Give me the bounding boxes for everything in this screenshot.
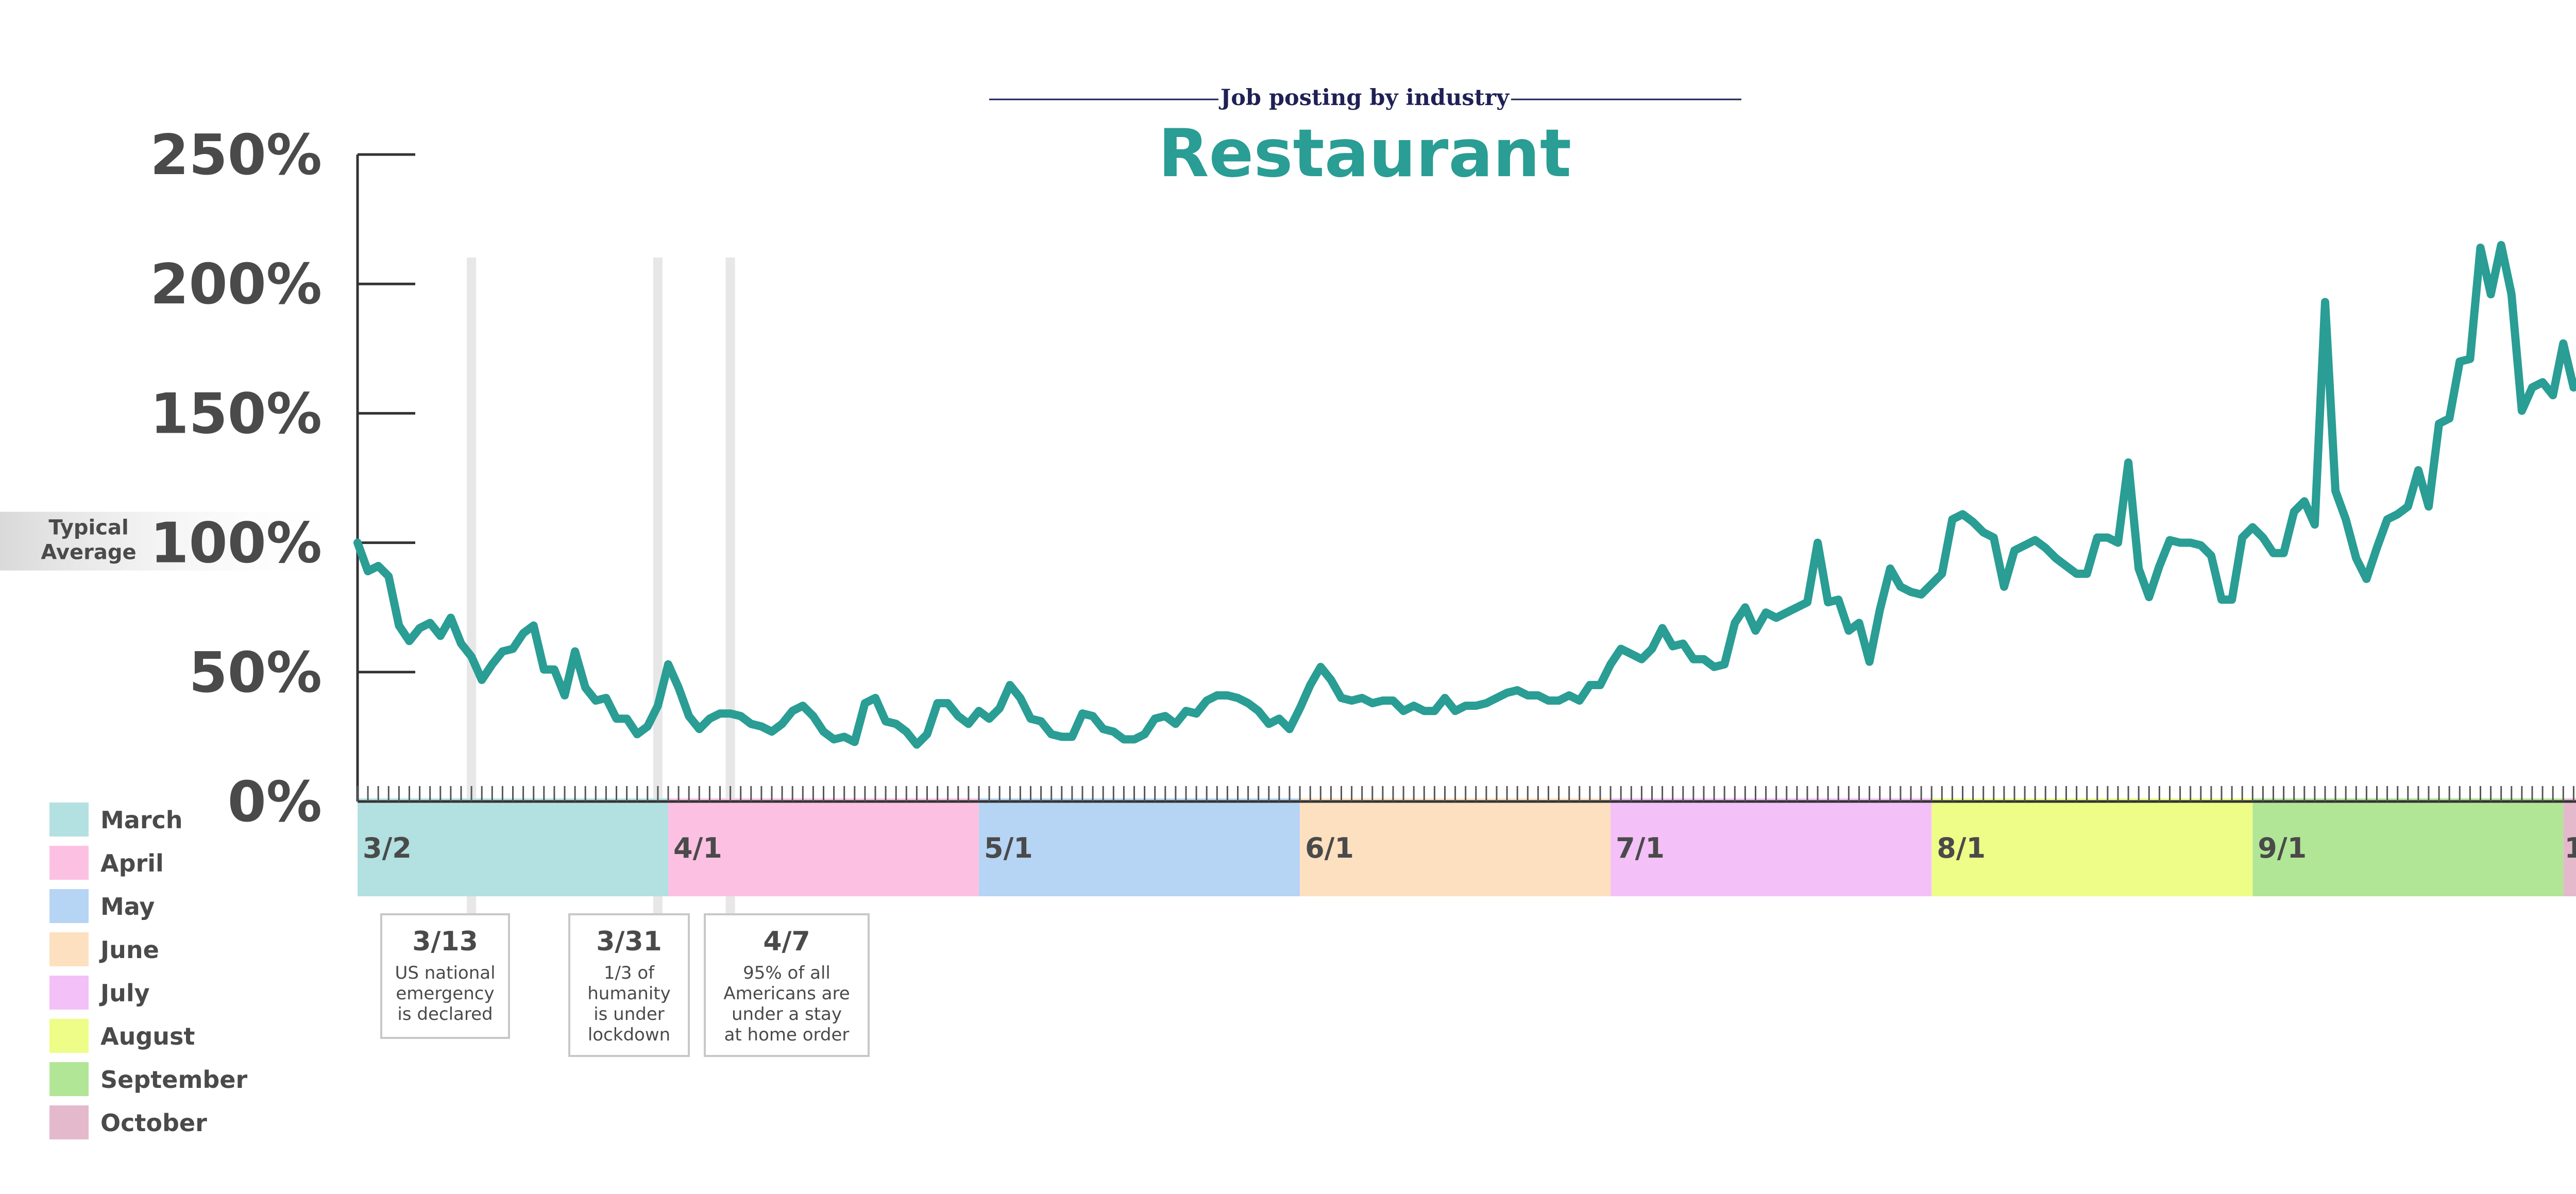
day-ticks xyxy=(357,786,2574,801)
legend-label: May xyxy=(100,893,155,920)
y-tick-label: 50% xyxy=(189,641,322,705)
y-tick-label: 250% xyxy=(150,123,322,187)
legend-item-march: March xyxy=(49,803,183,837)
y-tick-label: 100% xyxy=(150,511,322,576)
month-labels: 3/2 4/1 5/1 6/1 7/1 8/1 9/1 10/5 xyxy=(363,832,2576,864)
legend-item-august: August xyxy=(49,1019,195,1053)
title-group: Job posting by industry Restaurant xyxy=(989,85,1741,192)
annotation-text-line: lockdown xyxy=(588,1025,670,1045)
legend-item-july: July xyxy=(49,976,150,1010)
month-start-label: 10/5 xyxy=(2565,832,2576,864)
legend-item-october: October xyxy=(49,1105,207,1139)
legend-label: August xyxy=(100,1022,195,1050)
legend-swatch xyxy=(49,1105,89,1139)
annotation-guide xyxy=(467,258,477,917)
y-tick-label: 150% xyxy=(150,382,322,446)
annotation-box xyxy=(380,913,510,1039)
annotation-text-line: is declared xyxy=(397,1004,493,1025)
legend-label: March xyxy=(100,806,183,834)
annotation-date: 4/7 xyxy=(763,926,810,957)
series-line-0 xyxy=(353,241,2576,749)
annotation-text-line: 1/3 of xyxy=(604,963,655,983)
legend-item-september: September xyxy=(49,1062,248,1096)
y-axis: 0% 50% 100% 150% 200% 250% xyxy=(150,123,2576,834)
legend-item-april: April xyxy=(49,846,164,880)
month-bands xyxy=(358,798,2576,896)
chart-supertitle: Job posting by industry xyxy=(1218,85,1510,111)
month-band-september xyxy=(2252,798,2564,896)
legend-swatch xyxy=(49,932,89,966)
annotation-guide xyxy=(725,258,735,917)
typical-average-label-line1: Typical xyxy=(48,516,128,540)
month-start-label: 3/2 xyxy=(363,832,412,864)
legend-label: April xyxy=(100,849,164,877)
annotation-date: 3/13 xyxy=(412,926,478,957)
month-band-august xyxy=(1931,798,2253,896)
month-band-april xyxy=(668,798,979,896)
legend-swatch xyxy=(49,1062,89,1096)
month-start-label: 9/1 xyxy=(2258,832,2307,864)
annotation-text-line: is under xyxy=(594,1004,665,1025)
series-layer xyxy=(353,241,2576,749)
month-start-label: 7/1 xyxy=(1616,832,1665,864)
legend-swatch xyxy=(49,803,89,837)
annotation-text-line: under a stay xyxy=(732,1004,842,1025)
annotation-box xyxy=(704,913,870,1057)
annotation-text-line: US national xyxy=(395,963,495,983)
month-start-label: 6/1 xyxy=(1305,832,1354,864)
month-band-july xyxy=(1611,798,1932,896)
annotation-date: 3/31 xyxy=(596,926,662,957)
annotation-text-line: humanity xyxy=(587,983,671,1004)
chart-title: Restaurant xyxy=(1158,115,1571,192)
annotation-text-line: at home order xyxy=(724,1025,850,1045)
typical-average-band xyxy=(0,511,355,571)
month-start-label: 5/1 xyxy=(984,832,1033,864)
typical-average-label-line2: Average xyxy=(41,541,136,565)
legend-swatch xyxy=(49,846,89,880)
legend-swatch xyxy=(49,889,89,923)
legend-label: July xyxy=(99,979,150,1007)
annotation-guide xyxy=(653,258,663,917)
y-tick-label: 200% xyxy=(150,252,322,317)
legend-swatch xyxy=(49,1019,89,1053)
annotation-text-line: Americans are xyxy=(723,983,850,1004)
month-band-march xyxy=(358,798,668,896)
month-start-label: 8/1 xyxy=(1937,832,1986,864)
month-start-label: 4/1 xyxy=(673,832,722,864)
y-tick-label: 0% xyxy=(228,770,322,834)
legend: March April May June July August September Octo… xyxy=(49,803,248,1139)
legend-swatch xyxy=(49,976,89,1010)
annotation-text-line: 95% of all xyxy=(743,963,831,983)
annotation-text-line: emergency xyxy=(396,983,494,1004)
month-band-october xyxy=(2563,798,2576,896)
legend-label: June xyxy=(99,936,159,964)
month-band-june xyxy=(1300,798,1611,896)
legend-label: October xyxy=(100,1109,207,1137)
legend-label: September xyxy=(100,1066,248,1094)
annotation-box xyxy=(568,913,690,1057)
month-band-may xyxy=(979,798,1300,896)
legend-item-june: June xyxy=(49,932,159,966)
legend-item-may: May xyxy=(49,889,155,923)
